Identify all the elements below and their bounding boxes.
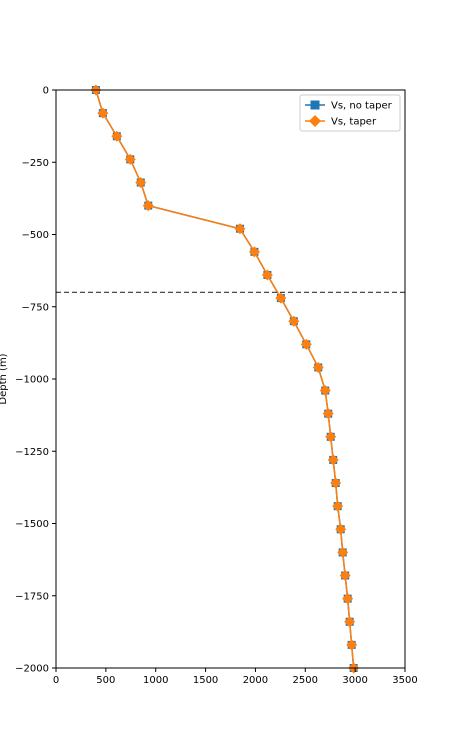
y-tick-label: −500 <box>22 230 49 241</box>
y-axis-title: Depth (m) <box>0 353 9 404</box>
data-point-diamond <box>342 593 354 605</box>
data-point-diamond <box>124 153 136 165</box>
x-tick-label: 0 <box>53 675 59 686</box>
y-tick-label: −250 <box>22 158 49 169</box>
y-tick-label: −2000 <box>15 664 49 675</box>
legend-label: Vs, no taper <box>331 101 393 112</box>
legend-item: Vs, no taper <box>305 100 393 112</box>
y-tick-label: −1250 <box>15 447 49 458</box>
legend-item: Vs, taper <box>305 115 377 128</box>
x-tick-label: 2000 <box>243 675 268 686</box>
data-point-diamond <box>135 176 147 188</box>
x-tick-label: 1000 <box>143 675 168 686</box>
data-point-diamond <box>335 523 347 535</box>
x-tick-label: 3000 <box>342 675 367 686</box>
data-point-diamond <box>97 107 109 119</box>
data-point-diamond <box>319 385 331 397</box>
legend-marker-square <box>310 100 320 110</box>
legend-marker-diamond <box>309 115 321 127</box>
data-point-diamond <box>288 315 300 327</box>
data-point-diamond <box>234 223 246 235</box>
data-point-diamond <box>111 130 123 142</box>
x-tick-label: 2500 <box>293 675 318 686</box>
data-point-diamond <box>275 292 287 304</box>
x-tick-label: 500 <box>96 675 115 686</box>
data-point-diamond <box>142 200 154 212</box>
y-tick-label: −1750 <box>15 591 49 602</box>
data-point-diamond <box>300 338 312 350</box>
y-tick-label: −750 <box>22 302 49 313</box>
data-point-diamond <box>339 570 351 582</box>
y-tick-label: −1000 <box>15 375 49 386</box>
data-point-diamond <box>330 477 342 489</box>
data-point-diamond <box>248 246 260 258</box>
data-point-diamond <box>261 269 273 281</box>
y-tick-label: 0 <box>43 86 49 97</box>
data-point-diamond <box>325 431 337 443</box>
legend-label: Vs, taper <box>331 117 377 128</box>
data-point-diamond <box>327 454 339 466</box>
x-tick-label: 3500 <box>392 675 417 686</box>
data-point-diamond <box>312 361 324 373</box>
data-point-diamond <box>337 546 349 558</box>
x-tick-label: 1500 <box>193 675 218 686</box>
legend: Vs, no taper Vs, taper <box>299 94 401 132</box>
legend-box <box>299 94 401 132</box>
y-axis: 0 −250 −500 −750 −1000 −1250 −1500 −1750 −2000 <box>15 86 56 675</box>
data-point-diamond <box>346 639 358 651</box>
y-tick-label: −1500 <box>15 519 49 530</box>
data-point-diamond <box>332 500 344 512</box>
x-axis: 0 500 1000 1500 2000 2500 3000 3500 <box>53 668 418 686</box>
data-point-diamond <box>344 616 356 628</box>
data-point-diamond <box>322 408 334 420</box>
